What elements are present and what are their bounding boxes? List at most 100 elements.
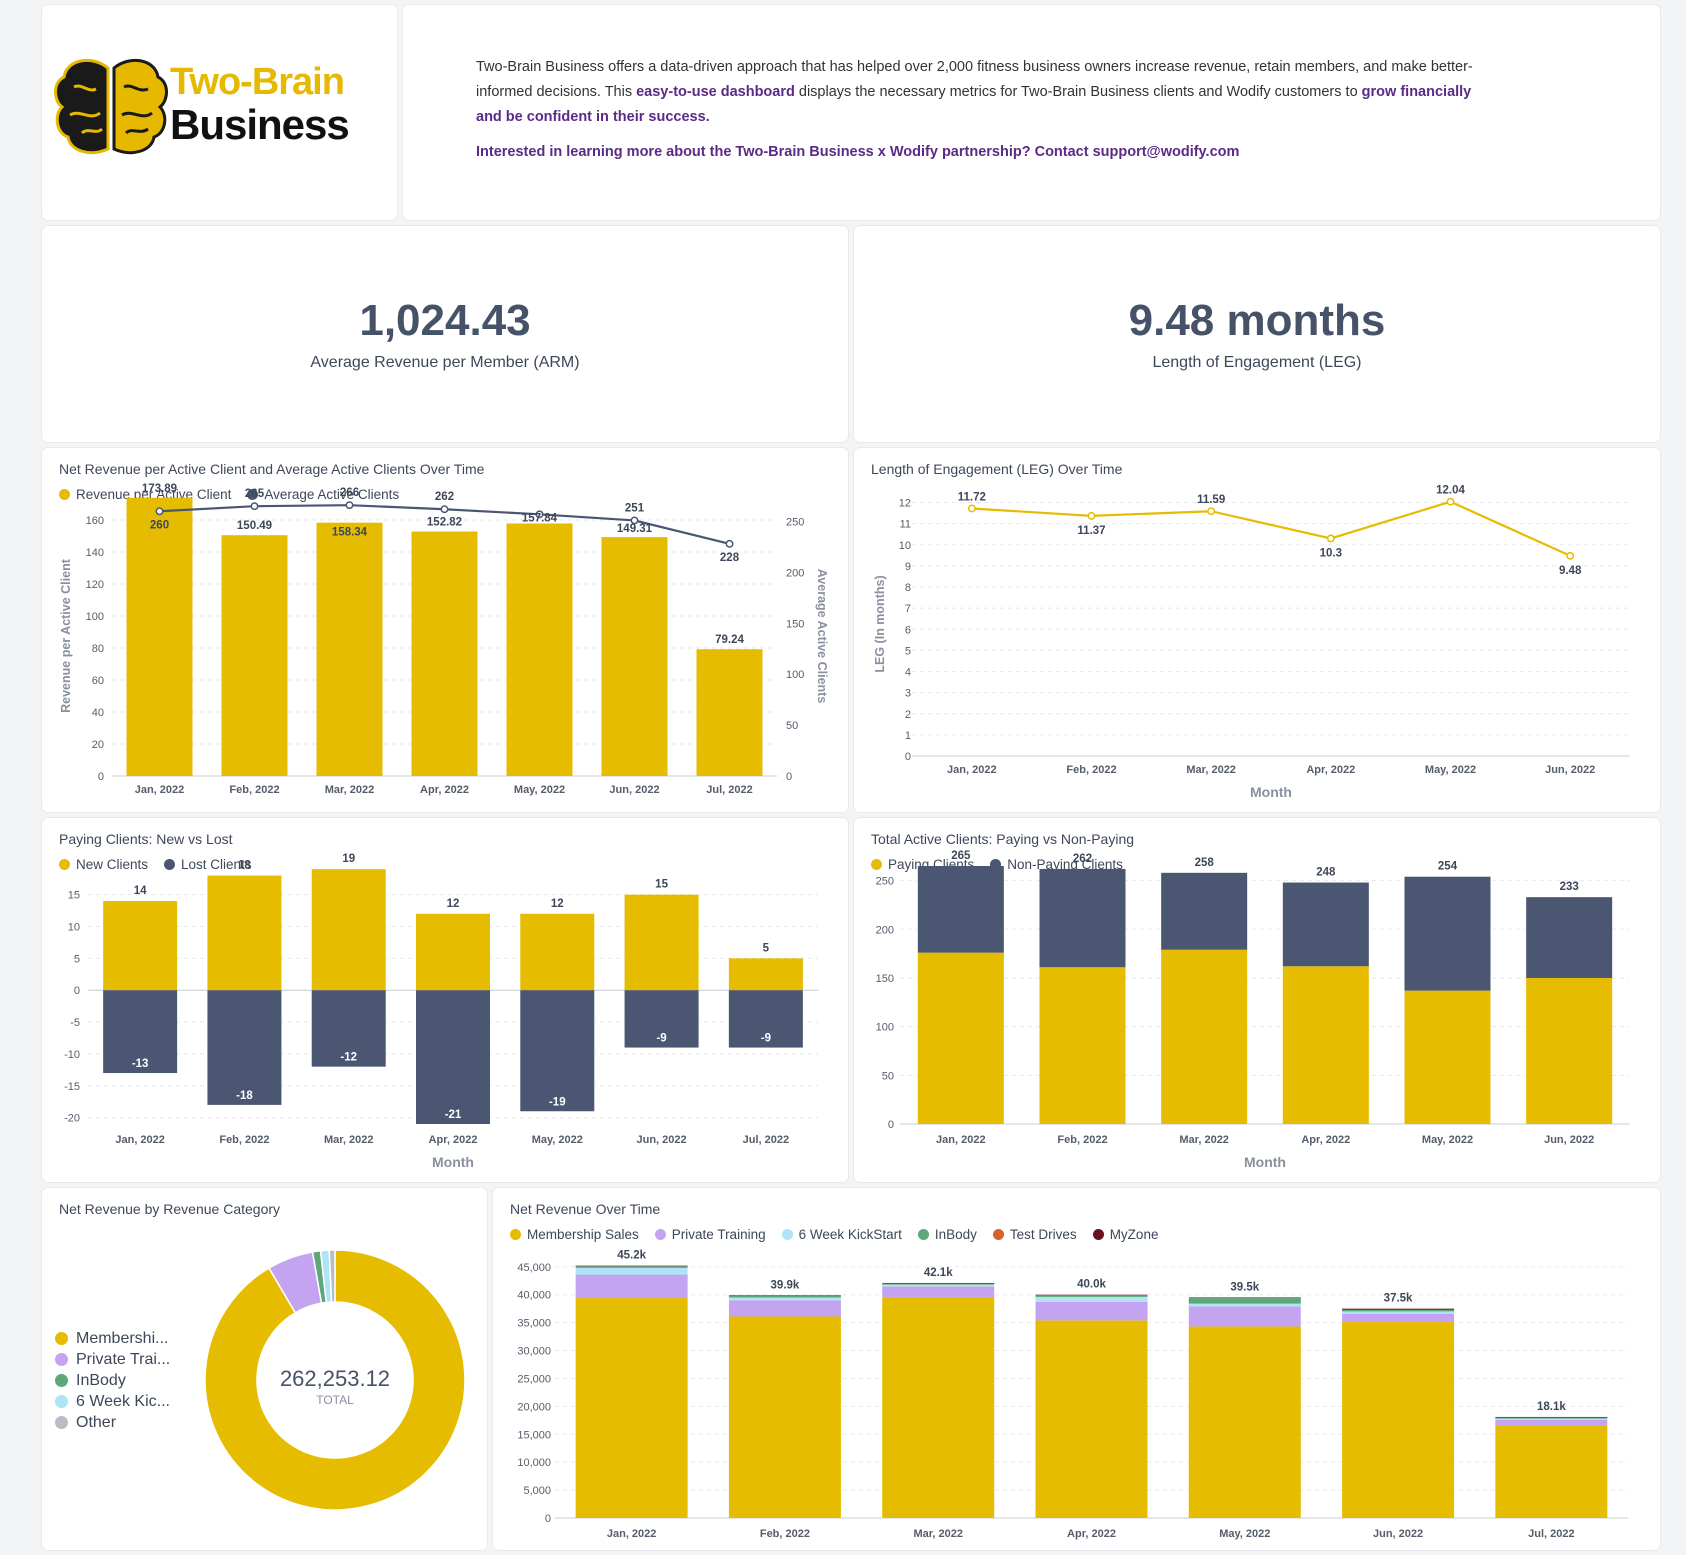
chart-title: Length of Engagement (LEG) Over Time <box>871 461 1123 477</box>
x-tick-label: Apr, 2022 <box>429 1134 478 1146</box>
x-tick-label: May, 2022 <box>1422 1134 1473 1146</box>
point-value-label: 260 <box>150 519 169 531</box>
legend-dot-icon <box>510 1229 521 1240</box>
legend-item[interactable]: Other <box>55 1412 170 1433</box>
x-tick-label: Mar, 2022 <box>913 1528 963 1540</box>
legend-item[interactable]: New Clients <box>59 857 148 872</box>
donut-slice <box>328 1249 336 1303</box>
y-tick-label: 0 <box>888 1119 894 1131</box>
line-point <box>440 505 449 514</box>
legend-dot-icon <box>992 1229 1004 1240</box>
bar-total-label: 254 <box>1438 861 1458 873</box>
x-tick-label: Feb, 2022 <box>1057 1134 1107 1146</box>
stack-segment <box>575 1267 688 1275</box>
legend-item[interactable]: Average Active Clients <box>247 487 399 502</box>
arm-kpi-card: 1,024.43 Average Revenue per Member (ARM… <box>42 226 848 442</box>
bar-value-label: -21 <box>445 1109 462 1121</box>
x-tick-label: Apr, 2022 <box>1306 764 1355 776</box>
x-tick-label: Jan, 2022 <box>135 784 185 796</box>
x-tick-label: Jan, 2022 <box>607 1528 657 1540</box>
x-tick-label: Mar, 2022 <box>324 1134 374 1146</box>
legend-item[interactable]: Private Trai... <box>55 1349 170 1370</box>
chart-title: Net Revenue per Active Client and Averag… <box>59 461 485 477</box>
y-tick-label: 45,000 <box>517 1262 551 1274</box>
stack-segment <box>882 1286 995 1297</box>
line-point <box>1087 511 1096 520</box>
x-tick-label: Apr, 2022 <box>1067 1528 1116 1540</box>
y-tick-label: 8 <box>905 582 911 594</box>
bar-value-label: -18 <box>236 1090 253 1102</box>
legend-item[interactable]: Membershi... <box>55 1328 170 1349</box>
y-tick-label: 25,000 <box>517 1373 551 1385</box>
legend-item[interactable]: MyZone <box>1092 1227 1158 1242</box>
contact-text[interactable]: Interested in learning more about the Tw… <box>476 144 1240 160</box>
donut-slice <box>204 1249 466 1511</box>
x-tick-label: Mar, 2022 <box>1186 764 1236 776</box>
stack-segment <box>1342 1311 1455 1314</box>
legend-item[interactable]: Non-Paying Clients <box>990 857 1123 872</box>
bar-value-label: 79.24 <box>715 634 744 646</box>
legend-item[interactable]: InBody <box>917 1227 977 1242</box>
legend-item[interactable]: Membership Sales <box>510 1227 639 1242</box>
legend-item[interactable]: InBody <box>55 1370 170 1391</box>
bar-value-label: 152.82 <box>427 516 462 528</box>
legend-dot-icon <box>55 1374 68 1387</box>
legend-item[interactable]: Private Training <box>654 1227 766 1242</box>
stack-segment <box>882 1296 995 1518</box>
bar-value-label: 18 <box>238 860 251 872</box>
bar-paying <box>1526 977 1613 1124</box>
chart-legend: Membership Sales Private Training 6 Week… <box>510 1227 1158 1242</box>
bar-total-label: 45.2k <box>617 1250 646 1262</box>
legend-item[interactable]: Revenue per Active Client <box>59 487 231 502</box>
stack-segment <box>1342 1313 1455 1323</box>
stack-segment <box>1188 1306 1301 1327</box>
legend-item[interactable]: 6 Week Kic... <box>55 1391 170 1412</box>
donut-legend: Membershi... Private Trai... InBody 6 We… <box>55 1328 170 1433</box>
y-tick-label: 9 <box>905 561 911 573</box>
y-tick-label: 160 <box>86 515 104 527</box>
brain-logo-icon <box>54 58 168 154</box>
line-point <box>1566 551 1575 560</box>
x-tick-label: Mar, 2022 <box>325 784 375 796</box>
y-tick-label: 4 <box>905 667 911 679</box>
y-axis-title: LEG (In months) <box>873 575 887 672</box>
legend-dot-icon <box>781 1229 793 1240</box>
y-tick-label: -10 <box>64 1049 80 1061</box>
legend-dot-icon <box>164 859 176 870</box>
y-tick-label: 40,000 <box>517 1290 551 1302</box>
chart-legend: Revenue per Active Client Average Active… <box>59 487 399 502</box>
logo-text-business: Business <box>170 101 350 148</box>
arm-label: Average Revenue per Member (ARM) <box>310 354 580 371</box>
x-tick-label: Feb, 2022 <box>219 1134 269 1146</box>
legend-dot-icon <box>55 1332 68 1345</box>
line-point <box>630 516 639 525</box>
x-tick-label: Jun, 2022 <box>609 784 659 796</box>
stack-segment <box>1495 1416 1608 1418</box>
legend-item[interactable]: Lost Clients <box>164 857 252 872</box>
x-tick-label: Jul, 2022 <box>706 784 752 796</box>
bar <box>221 535 288 776</box>
legend-item[interactable]: Test Drives <box>992 1227 1077 1242</box>
leg-kpi-card: 9.48 months Length of Engagement (LEG) <box>854 226 1660 442</box>
bar-non-paying <box>1039 868 1126 968</box>
bar-total-label: 37.5k <box>1384 1293 1413 1305</box>
y-axis-title: Revenue per Active Client <box>59 558 73 713</box>
bar-non-paying <box>917 866 1004 953</box>
chart-title: Net Revenue Over Time <box>510 1201 661 1217</box>
y-tick-label: 3 <box>905 688 911 700</box>
bar-value-label: 12 <box>447 898 460 910</box>
y-tick-label: 50 <box>882 1070 894 1082</box>
legend-dot-icon <box>59 859 70 870</box>
y-tick-label: 30,000 <box>517 1346 551 1358</box>
bar-new <box>520 913 595 991</box>
point-value-label: 10.3 <box>1320 547 1342 559</box>
stack-segment <box>1495 1419 1608 1426</box>
point-value-label: 262 <box>435 491 454 503</box>
legend-item[interactable]: 6 Week KickStart <box>781 1227 902 1242</box>
x-tick-label: Feb, 2022 <box>1066 764 1116 776</box>
bar-lost <box>416 990 490 1124</box>
y-tick-label: 5,000 <box>523 1485 551 1497</box>
y2-tick-label: 100 <box>786 669 804 681</box>
